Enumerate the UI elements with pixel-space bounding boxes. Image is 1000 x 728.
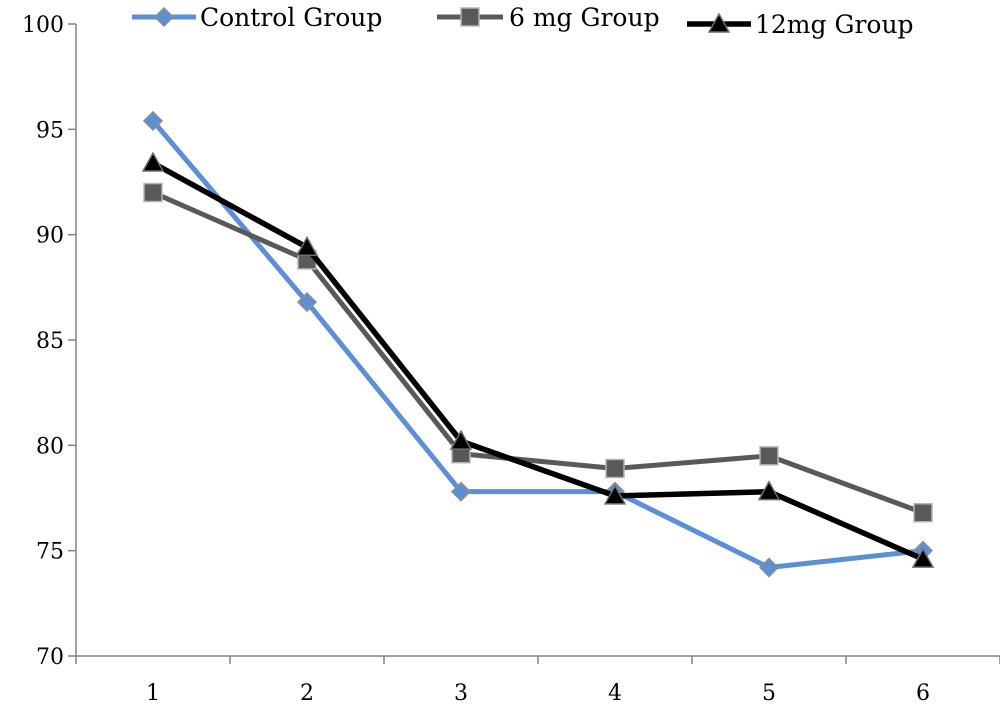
y-tick-label: 100 <box>22 13 64 38</box>
data-point <box>142 110 164 131</box>
data-point <box>913 502 933 523</box>
x-tick-label: 5 <box>762 681 776 706</box>
legend-item-3: 12mg Group <box>687 10 914 39</box>
y-ticks: 70 75 80 85 90 95 100 <box>22 13 76 670</box>
legend-marker <box>460 7 480 27</box>
y-tick-label: 70 <box>36 645 64 670</box>
legend-label: Control Group <box>200 3 382 32</box>
data-point <box>758 557 780 578</box>
y-tick-label: 95 <box>36 118 64 143</box>
series-line <box>151 119 924 571</box>
data-point <box>757 480 781 501</box>
x-tick-label: 4 <box>608 681 622 706</box>
x-tick-label: 1 <box>146 681 160 706</box>
series <box>141 110 935 578</box>
data-point <box>605 458 625 479</box>
series-3 <box>141 151 935 568</box>
axes <box>75 24 1000 657</box>
series-line <box>151 160 925 562</box>
data-point <box>449 429 473 450</box>
data-point <box>603 484 627 505</box>
legend: Control Group 6 mg Group 12mg Group <box>132 3 914 39</box>
data-point <box>296 292 318 313</box>
data-point <box>911 547 935 568</box>
legend-marker <box>153 6 175 28</box>
data-point <box>450 481 472 502</box>
series-line <box>151 190 924 516</box>
x-tick-label: 3 <box>454 681 468 706</box>
y-tick-label: 75 <box>36 540 64 565</box>
legend-label: 12mg Group <box>755 10 914 39</box>
legend-item-1: Control Group <box>132 3 382 32</box>
legend-item-2: 6 mg Group <box>437 3 660 32</box>
x-tick-label: 6 <box>916 681 930 706</box>
data-point <box>141 151 165 172</box>
data-point <box>759 446 779 466</box>
x-tick-label: 2 <box>300 681 314 706</box>
data-point <box>143 182 163 203</box>
y-tick-label: 90 <box>36 224 64 249</box>
y-tick-label: 80 <box>36 434 64 459</box>
y-tick-label: 85 <box>36 329 64 354</box>
legend-marker <box>707 12 731 33</box>
series-1 <box>142 110 934 578</box>
legend-label: 6 mg Group <box>509 3 660 32</box>
x-ticks: 1 2 3 4 5 6 <box>75 656 1000 706</box>
data-point <box>295 235 319 257</box>
